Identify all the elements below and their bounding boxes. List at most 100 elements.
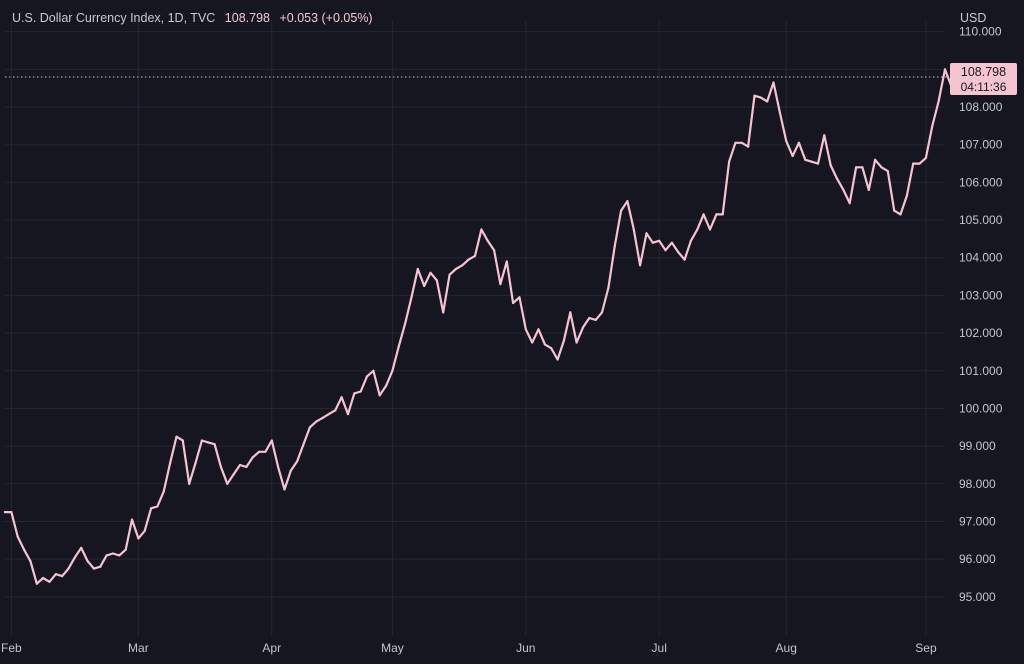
data-point <box>785 139 788 142</box>
data-point <box>721 213 724 216</box>
data-point <box>823 134 826 137</box>
data-point <box>73 556 76 559</box>
data-point <box>175 435 178 438</box>
data-point <box>728 160 731 163</box>
data-point <box>550 347 553 350</box>
data-point <box>937 100 940 103</box>
data-point <box>251 456 254 459</box>
data-point <box>620 209 623 212</box>
data-point <box>264 450 267 453</box>
data-point <box>639 264 642 267</box>
data-point <box>86 560 89 563</box>
data-point <box>353 392 356 395</box>
data-point <box>454 267 457 271</box>
data-point <box>397 345 400 348</box>
data-point <box>213 443 216 446</box>
y-tick-label: 108.000 <box>959 100 1003 114</box>
data-point <box>10 510 13 514</box>
data-point <box>835 177 839 180</box>
data-point <box>524 328 527 331</box>
data-point <box>61 575 64 578</box>
series-line <box>3 68 985 585</box>
data-point <box>283 488 286 491</box>
data-point <box>410 296 413 299</box>
last-price-label: 108.798 <box>960 65 1007 79</box>
data-point <box>804 158 807 161</box>
data-point <box>848 202 851 205</box>
data-point <box>188 482 191 485</box>
data-point <box>511 301 515 305</box>
data-point <box>493 249 496 252</box>
data-point <box>734 141 737 144</box>
y-tick-label: 101.000 <box>959 364 1003 378</box>
axis-currency-label[interactable]: USD <box>960 11 987 25</box>
data-point <box>48 580 51 583</box>
data-point <box>448 273 451 276</box>
data-point <box>518 296 521 299</box>
data-point <box>473 254 477 257</box>
y-tick-label: 107.000 <box>959 138 1003 152</box>
data-point <box>385 384 388 387</box>
data-point <box>327 413 330 416</box>
data-point <box>54 573 57 576</box>
data-point <box>702 213 705 216</box>
data-point <box>423 284 426 288</box>
y-tick-label: 103.000 <box>959 288 1003 302</box>
data-point <box>810 160 813 163</box>
y-tick-label: 100.000 <box>959 401 1003 415</box>
data-point <box>270 439 273 442</box>
x-tick-label: May <box>381 641 404 655</box>
data-point <box>143 529 146 533</box>
data-point <box>416 267 419 271</box>
data-point <box>150 507 153 510</box>
data-point <box>575 341 578 344</box>
data-point <box>346 413 350 416</box>
change-value: +0.053 (+0.05%) <box>279 11 373 25</box>
data-point <box>23 548 26 551</box>
data-point <box>35 582 38 585</box>
x-tick-label: Apr <box>262 641 281 655</box>
data-point <box>658 239 661 242</box>
data-point <box>156 505 159 508</box>
data-point <box>613 245 616 248</box>
data-point <box>162 490 165 493</box>
data-point <box>899 213 902 216</box>
data-point <box>696 228 699 231</box>
data-point <box>715 213 718 216</box>
data-point <box>861 166 864 169</box>
data-point <box>626 200 629 203</box>
data-point <box>378 394 381 397</box>
x-tick-label: Jun <box>516 641 535 655</box>
data-point <box>645 232 648 235</box>
y-tick-label: 105.000 <box>959 213 1003 227</box>
data-point <box>92 567 95 570</box>
data-point <box>747 145 750 148</box>
data-point <box>435 279 438 282</box>
y-tick-label: 102.000 <box>959 326 1003 340</box>
symbol-title: U.S. Dollar Currency Index, 1D, TVC <box>12 11 216 25</box>
data-point <box>334 409 337 412</box>
data-point <box>664 249 667 252</box>
data-point <box>315 420 318 423</box>
data-point <box>594 318 597 321</box>
data-point <box>467 258 470 261</box>
data-point <box>99 565 102 568</box>
data-point <box>791 154 794 158</box>
data-point <box>880 166 883 169</box>
x-tick-label: Sep <box>915 641 937 655</box>
data-point <box>556 358 559 361</box>
data-point <box>289 469 292 472</box>
data-point <box>232 473 235 476</box>
x-tick-label: Mar <box>128 641 149 655</box>
data-point <box>607 286 610 289</box>
data-point <box>677 251 680 254</box>
y-tick-label: 98.000 <box>959 477 996 491</box>
data-point <box>200 439 203 442</box>
data-points <box>3 68 985 585</box>
data-point <box>429 271 432 274</box>
data-point <box>588 316 591 320</box>
data-point <box>562 339 566 342</box>
data-point <box>321 416 324 419</box>
data-point <box>461 264 464 267</box>
